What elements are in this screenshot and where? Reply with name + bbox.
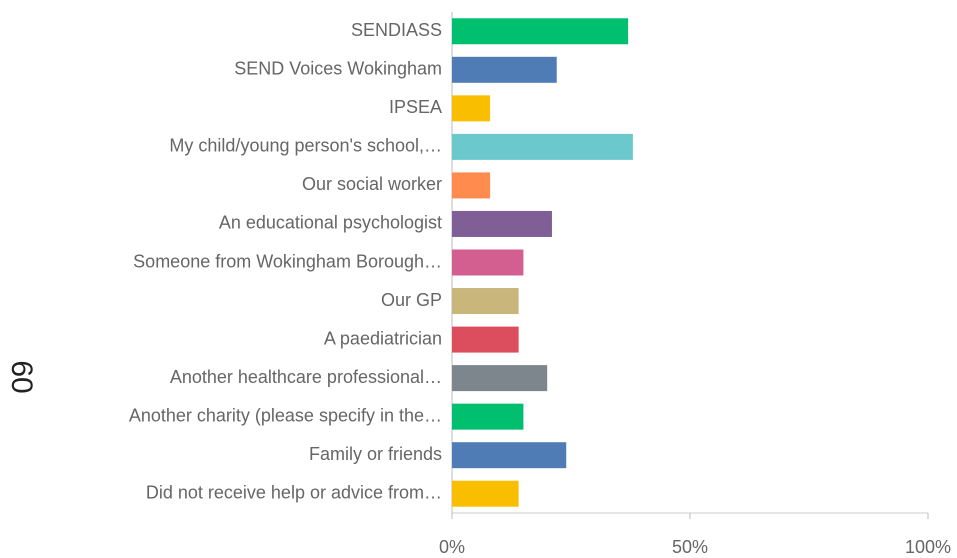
side-label: 60 xyxy=(5,360,38,393)
bar xyxy=(452,365,548,392)
y-tick-label: Did not receive help or advice from… xyxy=(146,482,442,502)
y-tick-label: An educational psychologist xyxy=(219,213,442,233)
bar xyxy=(452,18,629,45)
y-tick-label: Family or friends xyxy=(309,444,442,464)
bar xyxy=(452,249,524,276)
x-tick-label: 50% xyxy=(672,537,708,557)
y-tick-label: Another healthcare professional… xyxy=(170,367,442,387)
bar xyxy=(452,403,524,430)
bar xyxy=(452,288,519,315)
bar xyxy=(452,480,519,507)
y-tick-label: Someone from Wokingham Borough… xyxy=(133,251,442,271)
bar xyxy=(452,210,552,237)
y-tick-label: SEND Voices Wokingham xyxy=(234,59,442,79)
x-tick-label: 100% xyxy=(905,537,951,557)
bar xyxy=(452,56,557,83)
x-tick-label: 0% xyxy=(439,537,465,557)
bar xyxy=(452,95,491,122)
y-tick-label: Another charity (please specify in the… xyxy=(129,405,442,425)
y-tick-label: Our GP xyxy=(381,290,442,310)
y-tick-label: Our social worker xyxy=(302,174,442,194)
y-tick-label: My child/young person's school,… xyxy=(169,136,442,156)
bar xyxy=(452,442,567,469)
y-tick-label: A paediatrician xyxy=(324,328,442,348)
bar xyxy=(452,326,519,353)
bar xyxy=(452,172,491,199)
y-tick-label: IPSEA xyxy=(389,97,442,117)
bar xyxy=(452,133,633,160)
y-tick-label: SENDIASS xyxy=(351,20,442,40)
